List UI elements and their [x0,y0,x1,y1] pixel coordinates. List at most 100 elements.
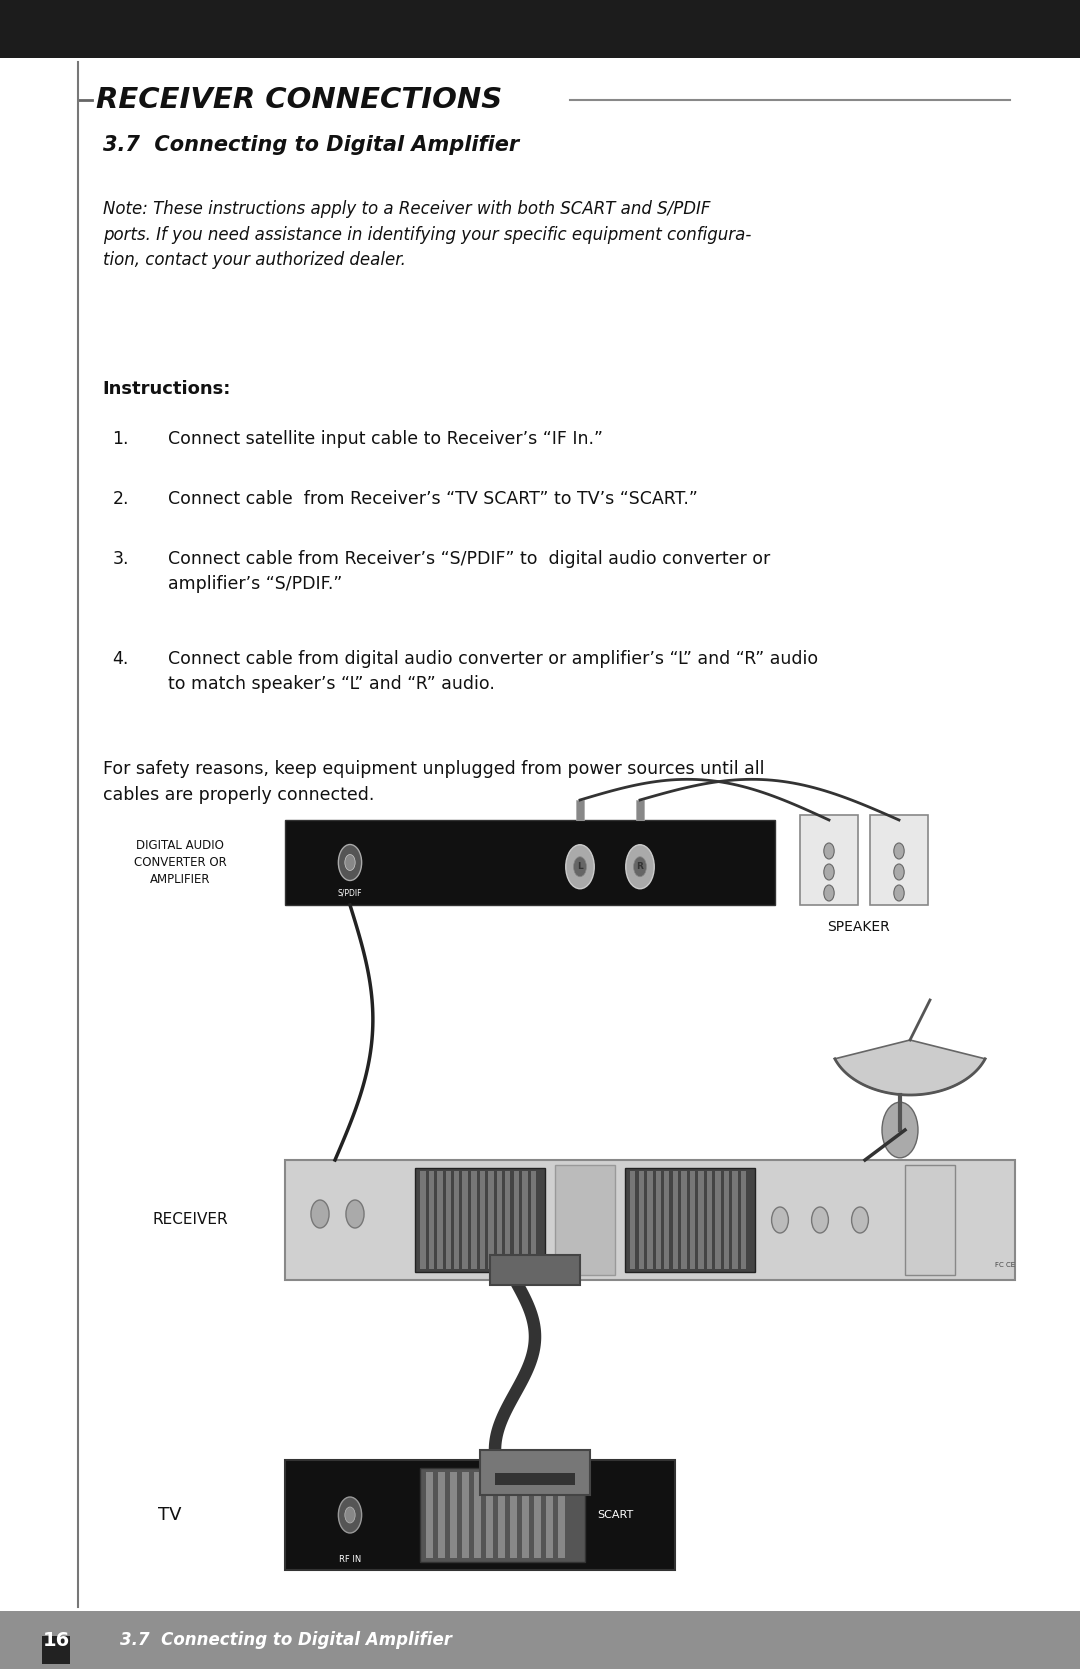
Circle shape [345,1507,355,1524]
Bar [673,1172,678,1268]
Text: TV: TV [159,1505,181,1524]
Text: SPEAKER: SPEAKER [826,920,889,935]
Text: 16: 16 [42,1631,69,1649]
Bar [870,814,928,905]
Bar [698,1172,703,1268]
Circle shape [346,1200,364,1228]
Bar [638,1172,644,1268]
Text: RF IN: RF IN [339,1556,361,1564]
Bar [905,1165,955,1275]
Text: RECEIVER CONNECTIONS: RECEIVER CONNECTIONS [96,87,502,113]
Circle shape [824,843,834,860]
Bar [490,1255,580,1285]
Circle shape [824,865,834,880]
Bar [488,1172,494,1268]
Text: 1.: 1. [112,431,130,447]
Bar [486,1472,492,1557]
Circle shape [311,1200,329,1228]
Bar [513,1172,519,1268]
Text: R: R [636,863,644,871]
Text: Instructions:: Instructions: [103,381,231,397]
Circle shape [566,845,594,890]
Text: S/PDIF: S/PDIF [338,888,362,896]
Bar [438,1472,445,1557]
Bar [530,1172,536,1268]
Bar [546,1472,553,1557]
Text: 3.7  Connecting to Digital Amplifier: 3.7 Connecting to Digital Amplifier [103,135,518,155]
Bar [647,1172,652,1268]
Bar [715,1172,720,1268]
Circle shape [573,856,586,876]
Text: Connect cable from Receiver’s “S/PDIF” to  digital audio converter or
amplifier’: Connect cable from Receiver’s “S/PDIF” t… [167,551,770,592]
Bar [0,1611,1080,1669]
Bar [462,1172,468,1268]
Circle shape [894,865,904,880]
Bar [471,1172,476,1268]
Bar [689,1172,696,1268]
Bar [681,1172,687,1268]
Bar [420,1172,426,1268]
Text: 3.7  Connecting to Digital Amplifier: 3.7 Connecting to Digital Amplifier [120,1631,453,1649]
Text: Connect cable  from Receiver’s “TV SCART” to TV’s “SCART.”: Connect cable from Receiver’s “TV SCART”… [167,491,698,507]
Bar [636,799,644,819]
Circle shape [634,856,647,876]
Text: L: L [577,863,583,871]
Bar [285,819,775,905]
Text: 2.: 2. [112,491,130,507]
Bar [630,1172,635,1268]
Bar [741,1172,746,1268]
Circle shape [894,885,904,901]
Bar [285,1160,1015,1280]
Bar [474,1472,481,1557]
Bar [664,1172,670,1268]
Bar [732,1172,738,1268]
Bar [505,1172,511,1268]
Bar [437,1172,443,1268]
Text: FC CE: FC CE [995,1262,1015,1268]
Bar [446,1172,451,1268]
Bar [555,1165,615,1275]
Polygon shape [835,1040,985,1095]
Circle shape [338,1497,362,1534]
Bar [429,1172,434,1268]
Circle shape [338,845,362,881]
Bar [415,1168,545,1272]
Text: Connect cable from digital audio converter or amplifier’s “L” and “R” audio
to m: Connect cable from digital audio convert… [167,649,818,693]
Bar [462,1472,469,1557]
Text: For safety reasons, keep equipment unplugged from power sources until all
cables: For safety reasons, keep equipment unplu… [103,759,765,804]
Circle shape [771,1207,788,1233]
Bar [480,1450,590,1495]
Circle shape [345,855,355,871]
Bar [576,799,584,819]
Circle shape [625,845,654,890]
Bar [625,1168,755,1272]
Bar [534,1472,541,1557]
Bar [42,1636,70,1664]
Text: Connect satellite input cable to Receiver’s “IF In.”: Connect satellite input cable to Receive… [167,431,603,447]
Circle shape [811,1207,828,1233]
Bar [426,1472,433,1557]
Bar [656,1172,661,1268]
Bar [480,1172,485,1268]
Bar [522,1172,527,1268]
Bar [800,814,858,905]
Circle shape [824,885,834,901]
Circle shape [882,1102,918,1158]
Circle shape [852,1207,868,1233]
Bar [497,1172,502,1268]
Bar [558,1472,565,1557]
Text: RECEIVER: RECEIVER [152,1212,228,1227]
Text: 3.: 3. [112,551,130,567]
Text: DIGITAL AUDIO
CONVERTER OR
AMPLIFIER: DIGITAL AUDIO CONVERTER OR AMPLIFIER [134,840,227,886]
Bar [498,1472,505,1557]
Bar [706,1172,712,1268]
Bar [285,1460,675,1571]
Bar [522,1472,529,1557]
Bar [510,1472,517,1557]
Bar [495,1474,575,1485]
Circle shape [894,843,904,860]
Text: Note: These instructions apply to a Receiver with both SCART and S/PDIF
ports. I: Note: These instructions apply to a Rece… [103,200,751,269]
Bar [420,1469,585,1562]
Text: SCART: SCART [597,1510,633,1520]
Bar [454,1172,459,1268]
